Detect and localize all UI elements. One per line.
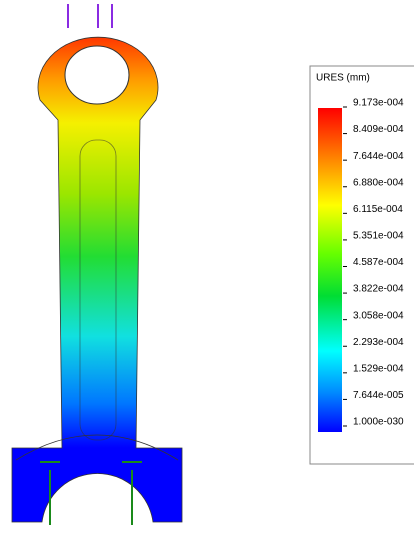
legend-label: 5.351e-004: [353, 231, 404, 242]
legend-label: 6.115e-004: [353, 204, 403, 215]
connecting-rod: [12, 4, 182, 525]
viewport: URES (mm) 9.173e-004 8.409e-004 7.644e-004…: [0, 0, 414, 535]
legend-label: 6.880e-004: [353, 177, 404, 188]
page: {"legend": {"title": "URES (mm)", "label…: [0, 0, 414, 535]
legend-label: 7.644e-004: [353, 151, 404, 162]
color-bar: [318, 108, 342, 432]
legend-label: 2.293e-004: [353, 337, 404, 348]
legend-label: 9.173e-004: [353, 98, 404, 109]
legend-label: 3.058e-004: [353, 310, 404, 321]
legend-label: 7.644e-005: [353, 390, 404, 401]
legend-title: URES (mm): [316, 73, 370, 84]
legend-label: 1.529e-004: [353, 363, 404, 374]
legend-label: 3.822e-004: [353, 284, 404, 295]
legend-label: 8.409e-004: [353, 124, 404, 135]
legend-label: 4.587e-004: [353, 257, 404, 268]
legend-label: 1.000e-030: [353, 417, 404, 428]
